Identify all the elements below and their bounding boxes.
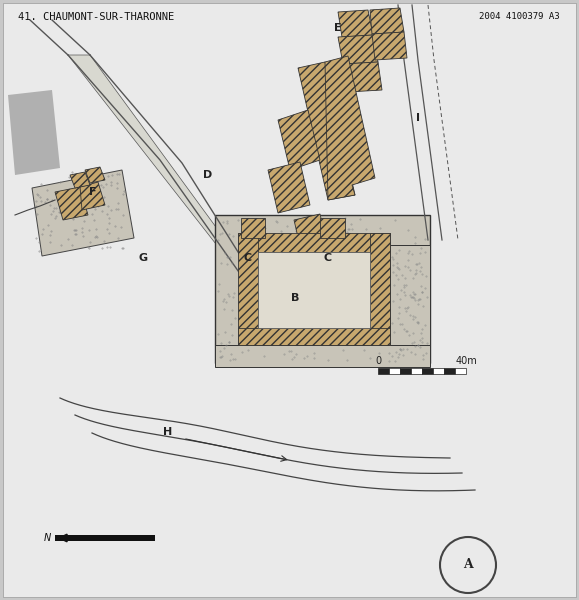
Polygon shape — [238, 233, 258, 345]
Bar — [215, 345, 430, 367]
Bar — [215, 215, 430, 363]
Polygon shape — [343, 62, 382, 92]
Text: G: G — [138, 253, 148, 263]
Bar — [444, 368, 455, 374]
Bar — [258, 252, 370, 328]
Polygon shape — [370, 8, 404, 34]
Polygon shape — [338, 10, 373, 37]
Text: H: H — [163, 427, 173, 437]
Text: C: C — [244, 253, 252, 263]
Text: E: E — [334, 23, 342, 33]
Polygon shape — [238, 233, 390, 252]
Text: 0: 0 — [375, 356, 381, 366]
Bar — [411, 368, 422, 374]
Bar — [422, 368, 433, 374]
Polygon shape — [80, 182, 105, 210]
Text: 41. CHAUMONT-SUR-THARONNE: 41. CHAUMONT-SUR-THARONNE — [18, 12, 174, 22]
Polygon shape — [370, 233, 390, 345]
Bar — [378, 368, 389, 374]
Bar — [455, 368, 466, 374]
Bar — [433, 368, 444, 374]
Polygon shape — [85, 167, 105, 183]
Bar — [390, 245, 430, 363]
Polygon shape — [338, 35, 378, 64]
Polygon shape — [294, 214, 326, 246]
Polygon shape — [278, 110, 320, 170]
Text: 40m: 40m — [455, 356, 477, 366]
Polygon shape — [8, 90, 60, 175]
Polygon shape — [241, 218, 265, 238]
Polygon shape — [268, 162, 310, 213]
Bar — [389, 368, 400, 374]
Text: N: N — [44, 533, 51, 543]
Polygon shape — [68, 55, 262, 290]
Text: I: I — [416, 113, 420, 123]
Polygon shape — [55, 187, 88, 220]
Polygon shape — [70, 172, 90, 188]
Polygon shape — [238, 328, 390, 345]
Bar — [400, 368, 411, 374]
Text: A: A — [463, 559, 473, 571]
Text: 2004 4100379 A3: 2004 4100379 A3 — [479, 12, 560, 21]
Polygon shape — [310, 234, 345, 260]
Polygon shape — [372, 32, 407, 60]
Text: D: D — [203, 170, 212, 180]
Text: C: C — [324, 253, 332, 263]
Bar — [55, 535, 155, 541]
Polygon shape — [32, 170, 134, 256]
Polygon shape — [320, 218, 345, 238]
Polygon shape — [325, 56, 375, 200]
Text: F: F — [89, 187, 97, 197]
Text: B: B — [291, 293, 299, 303]
Polygon shape — [298, 62, 355, 200]
